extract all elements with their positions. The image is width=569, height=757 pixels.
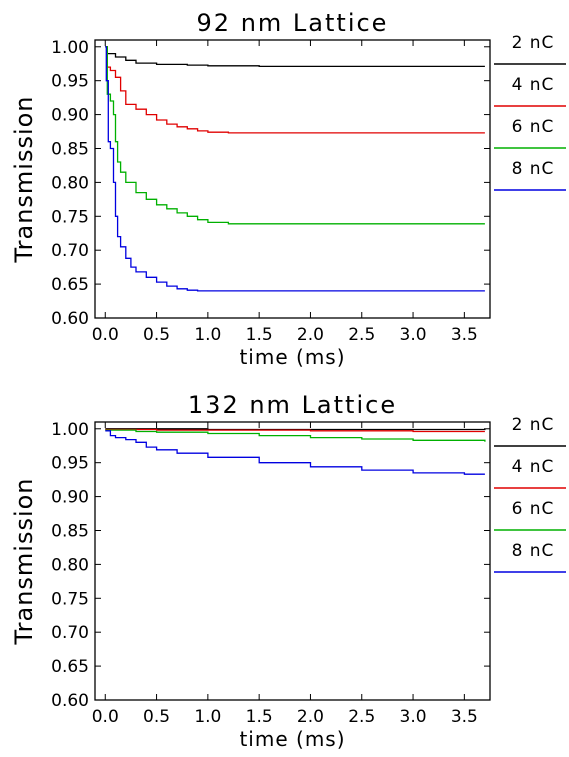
chart1-ytick-label: 0.65	[51, 657, 89, 677]
chart1-xtick-label: 3.5	[451, 707, 478, 727]
chart1-x-axis-label: time (ms)	[239, 727, 345, 751]
chart1-ytick-label: 0.90	[51, 488, 89, 508]
chart1-legend-label: 8 nC	[512, 541, 555, 561]
chart0-ytick-label: 0.65	[51, 275, 89, 295]
chart0-xtick-label: 1.0	[194, 325, 221, 345]
chart1-series-line-8nc	[105, 430, 485, 475]
chart0-y-axis-label: Transmission	[10, 95, 38, 263]
chart1-series-line-4nc	[105, 428, 485, 433]
chart0-ytick-label: 0.60	[51, 309, 89, 329]
chart1-xtick-label: 3.0	[400, 707, 427, 727]
chart0-series-line-8nc	[105, 46, 485, 292]
chart1-ytick-label: 0.60	[51, 691, 89, 711]
chart1-title: 132 nm Lattice	[188, 391, 397, 419]
chart0-legend-label: 4 nC	[512, 75, 555, 95]
chart0-series-line-6nc	[105, 46, 485, 225]
chart0-ytick-label: 0.95	[51, 72, 89, 92]
chart1-xtick-label: 2.0	[297, 707, 324, 727]
chart1-legend-label: 4 nC	[512, 457, 555, 477]
chart1-xtick-label: 2.5	[348, 707, 375, 727]
chart-1: 92 nm Lattice 0.60 0.65 0.70 0.75 0.80 0.85 0.9…	[10, 9, 566, 369]
chart0-title: 92 nm Lattice	[197, 9, 389, 37]
chart0-ytick-label: 0.85	[51, 139, 89, 159]
chart1-xtick-label: 0.5	[143, 707, 170, 727]
chart0-xtick-label: 2.0	[297, 325, 324, 345]
chart0-ytick-label: 0.90	[51, 106, 89, 126]
chart0-xtick-label: 2.5	[348, 325, 375, 345]
chart1-xtick-label: 0.0	[92, 707, 119, 727]
chart1-ytick-label: 1.00	[51, 420, 89, 440]
chart1-xtick-label: 1.5	[246, 707, 273, 727]
chart0-xtick-label: 3.5	[451, 325, 478, 345]
chart0-series-line-4nc	[105, 46, 485, 134]
chart1-ytick-label: 0.70	[51, 623, 89, 643]
chart1-series-line-6nc	[105, 429, 486, 442]
chart1-ytick-label: 0.85	[51, 521, 89, 541]
chart0-ytick-label: 0.75	[51, 207, 89, 227]
chart0-xtick-label: 0.0	[92, 325, 119, 345]
chart0-xtick-label: 1.5	[246, 325, 273, 345]
chart0-ytick-label: 0.80	[51, 173, 89, 193]
chart-2: 132 nm Lattice 0.60 0.65 0.70 0.75 0.80 0.85 0.…	[10, 391, 566, 751]
chart0-xtick-label: 0.5	[143, 325, 170, 345]
chart0-ytick-label: 1.00	[51, 38, 89, 58]
chart0-ytick-label: 0.70	[51, 241, 89, 261]
chart0-legend-label: 2 nC	[512, 33, 555, 53]
chart1-xtick-label: 1.0	[194, 707, 221, 727]
chart0-legend-label: 6 nC	[512, 117, 555, 137]
chart1-ytick-label: 0.75	[51, 589, 89, 609]
chart1-legend-label: 2 nC	[512, 415, 555, 435]
chart0-plot-frame	[94, 39, 491, 319]
chart0-legend-label: 8 nC	[512, 159, 555, 179]
chart1-legend-label: 6 nC	[512, 499, 555, 519]
chart1-ytick-label: 0.95	[51, 454, 89, 474]
chart1-y-axis-label: Transmission	[10, 477, 38, 645]
chart0-xtick-label: 3.0	[400, 325, 427, 345]
chart0-series-line-2nc	[105, 46, 485, 68]
chart0-x-axis-label: time (ms)	[239, 345, 345, 369]
chart1-plot-frame	[94, 421, 491, 701]
chart1-ytick-label: 0.80	[51, 555, 89, 575]
